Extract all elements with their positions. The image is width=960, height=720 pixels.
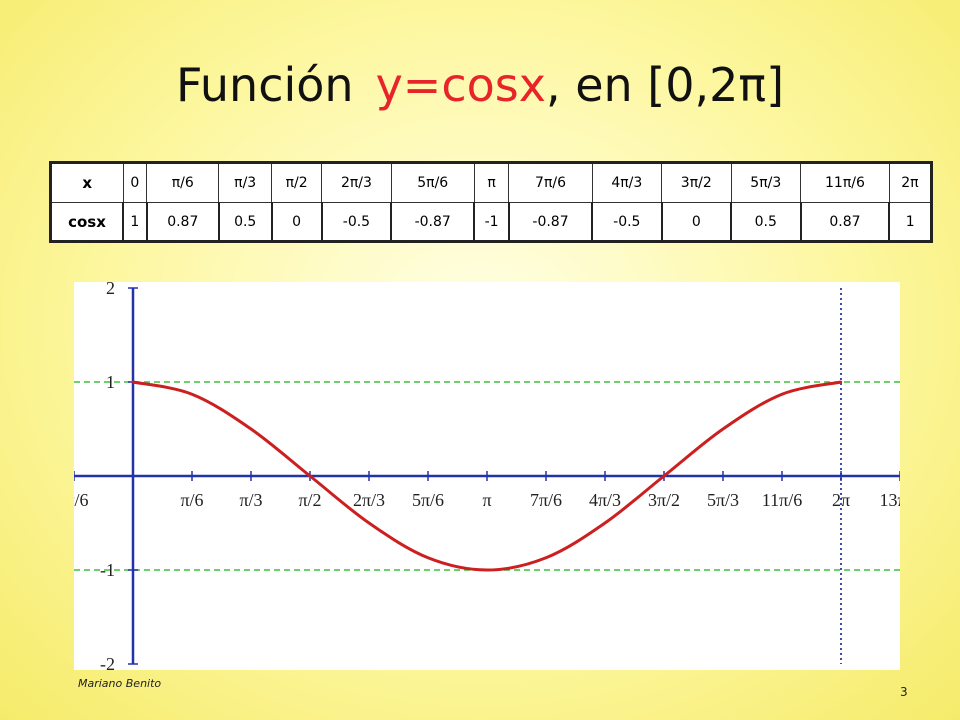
data-point bbox=[249, 427, 253, 431]
table-cell-x: 7π/6 bbox=[508, 162, 593, 203]
title-prefix: Función bbox=[175, 58, 354, 112]
table-row-cosx: cosx 1 0.87 0.5 0 -0.5 -0.87 -1 -0.87 -0.5 0 0.5 0.… bbox=[51, 202, 932, 242]
table-cell-cosx: 0.5 bbox=[730, 202, 801, 242]
table-cell-cosx: 0.87 bbox=[799, 202, 890, 242]
x-tick-label: 11π/6 bbox=[762, 490, 802, 510]
table-cell-x: 2π/3 bbox=[321, 162, 392, 203]
x-tick-label: 13π/6 bbox=[879, 490, 900, 510]
table-cell-x: 3π/2 bbox=[661, 162, 732, 203]
y-tick-label: -1 bbox=[100, 560, 115, 580]
data-point bbox=[662, 474, 666, 478]
x-tick-label: π/3 bbox=[239, 490, 262, 510]
data-point bbox=[780, 393, 784, 396]
data-point bbox=[426, 556, 430, 559]
title-suffix: , en [0,2π] bbox=[545, 58, 785, 112]
data-point bbox=[544, 556, 548, 559]
table-cell-x: 0 bbox=[122, 162, 147, 203]
row-header-cosx: cosx bbox=[68, 212, 106, 231]
page-number: 3 bbox=[900, 685, 908, 699]
table-cell-cosx: -0.87 bbox=[390, 202, 475, 242]
data-point bbox=[367, 521, 371, 525]
y-tick-label: -2 bbox=[100, 654, 115, 670]
table-cell-x: 5π/3 bbox=[730, 162, 801, 203]
table-cell-x: π/2 bbox=[271, 162, 322, 203]
row-header-x: x bbox=[50, 162, 123, 203]
table-cell-x: π/3 bbox=[218, 162, 272, 203]
x-tick-label: π/6 bbox=[180, 490, 203, 510]
data-point bbox=[190, 393, 194, 396]
x-tick-label: 3π/2 bbox=[648, 490, 680, 510]
author-credit: Mariano Benito bbox=[78, 677, 162, 690]
slide-title: Función y=cosx, en [0,2π] bbox=[0, 58, 960, 112]
x-tick-label: 5π/6 bbox=[412, 490, 444, 510]
chart-svg: -π/6π/6π/3π/22π/35π/6π7π/64π/33π/25π/311… bbox=[74, 282, 900, 670]
table-cell-x: 4π/3 bbox=[591, 162, 662, 203]
data-point bbox=[131, 380, 135, 384]
table-cell-cosx: 1 bbox=[888, 202, 932, 242]
table-cell-cosx: -0.87 bbox=[507, 202, 593, 242]
table-cell-cosx: 1 bbox=[122, 202, 147, 242]
table-cell-cosx: 0 bbox=[270, 202, 322, 242]
x-tick-label: 5π/3 bbox=[707, 490, 739, 510]
table-cell-x: 11π/6 bbox=[800, 162, 890, 203]
table-cell-x: π/6 bbox=[146, 162, 219, 203]
table-cell-cosx: -0.5 bbox=[591, 202, 662, 242]
table-cell-x: 5π/6 bbox=[390, 162, 475, 203]
table-cell-cosx: 0.87 bbox=[145, 202, 219, 242]
y-tick-label: 2 bbox=[106, 282, 115, 298]
values-table: x 0 π/6 π/3 π/2 2π/3 5π/6 π 7π/6 4π/3 3π/2 5π/3 11π… bbox=[49, 161, 933, 243]
table-cell-cosx: 0 bbox=[660, 202, 732, 242]
table-cell-cosx: 0.5 bbox=[217, 202, 272, 242]
data-point bbox=[308, 474, 312, 478]
data-point bbox=[485, 568, 489, 572]
table-row-x: x 0 π/6 π/3 π/2 2π/3 5π/6 π 7π/6 4π/3 3π/2 5π/3 11π… bbox=[50, 162, 932, 203]
table-cell-cosx: -0.5 bbox=[320, 202, 392, 242]
x-tick-label: π bbox=[482, 490, 491, 510]
cosine-plot: -π/6π/6π/3π/22π/35π/6π7π/64π/33π/25π/311… bbox=[74, 282, 900, 670]
x-tick-label: 2π bbox=[832, 490, 850, 510]
table-cell-cosx: -1 bbox=[473, 202, 509, 242]
data-point bbox=[721, 427, 725, 431]
x-tick-label: π/2 bbox=[298, 490, 321, 510]
y-tick-label: 1 bbox=[106, 372, 115, 392]
x-tick-label: 4π/3 bbox=[589, 490, 621, 510]
x-tick-label: 7π/6 bbox=[530, 490, 562, 510]
table-cell-x: π bbox=[473, 162, 509, 203]
data-point bbox=[839, 380, 843, 384]
x-tick-label: 2π/3 bbox=[353, 490, 385, 510]
title-function: y=cosx bbox=[375, 58, 546, 112]
x-tick-label: -π/6 bbox=[74, 490, 89, 510]
table-cell-x: 2π bbox=[888, 162, 932, 203]
data-point bbox=[603, 521, 607, 525]
